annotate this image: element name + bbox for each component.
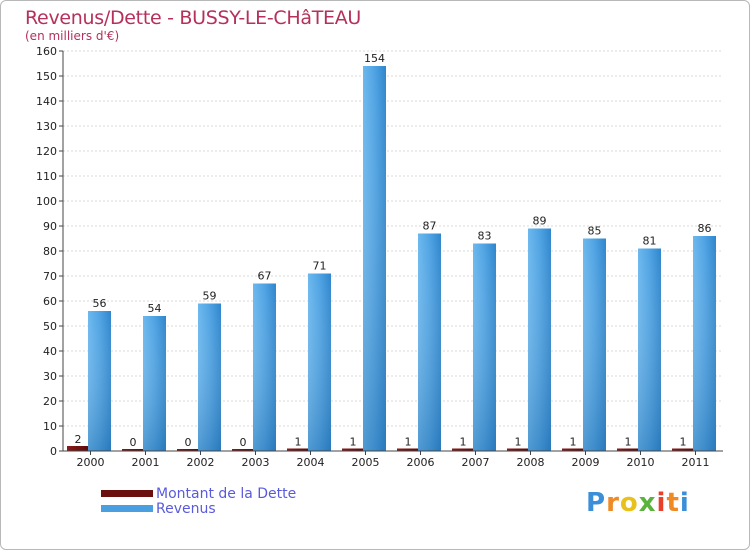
y-tick-label: 20	[43, 395, 57, 408]
x-tick-label-2009: 2009	[572, 456, 600, 469]
logo-letter: i	[679, 488, 690, 518]
y-tick-label: 10	[43, 420, 57, 433]
bar-revenus-shade-2006	[418, 233, 441, 451]
legend-label-revenus: Revenus	[156, 501, 216, 517]
y-tick-label: 120	[36, 145, 57, 158]
y-tick-label: 0	[50, 445, 57, 458]
value-label-revenus-2004: 71	[313, 260, 327, 273]
value-label-revenus-2010: 81	[643, 235, 657, 248]
bar-dette-2004	[287, 448, 309, 451]
value-label-revenus-2001: 54	[148, 302, 162, 315]
bar-dette-2001	[122, 449, 144, 451]
bar-revenus-shade-2001	[143, 316, 166, 451]
chart-title: Revenus/Dette - BUSSY-LE-CHâTEAU	[25, 7, 362, 29]
x-tick-label-2001: 2001	[132, 456, 160, 469]
value-label-dette-2009: 1	[570, 436, 577, 449]
value-label-dette-2005: 1	[350, 436, 357, 449]
x-tick-label-2010: 2010	[627, 456, 655, 469]
legend-swatch-dette	[101, 490, 153, 497]
bar-revenus-shade-2011	[693, 236, 716, 451]
value-label-revenus-2006: 87	[423, 220, 437, 233]
bar-revenus-shade-2008	[528, 228, 551, 451]
chart-subtitle: (en milliers d'€)	[25, 29, 120, 43]
bar-revenus-shade-2003	[253, 283, 276, 451]
y-tick-label: 30	[43, 370, 57, 383]
y-tick-label: 40	[43, 345, 57, 358]
bar-dette-2002	[177, 449, 199, 451]
y-tick-label: 130	[36, 120, 57, 133]
y-tick-label: 50	[43, 320, 57, 333]
value-label-revenus-2008: 89	[533, 215, 547, 228]
y-tick-label: 100	[36, 195, 57, 208]
x-tick-label-2002: 2002	[187, 456, 215, 469]
value-label-revenus-2009: 85	[588, 225, 602, 238]
bar-dette-2008	[507, 448, 529, 451]
x-tick-label-2008: 2008	[517, 456, 545, 469]
bar-dette-2010	[617, 448, 639, 451]
bar-dette-2005	[342, 448, 364, 451]
value-label-dette-2001: 0	[130, 436, 137, 449]
y-tick-label: 90	[43, 220, 57, 233]
y-tick-label: 80	[43, 245, 57, 258]
x-tick-label-2000: 2000	[77, 456, 105, 469]
value-label-dette-2004: 1	[295, 436, 302, 449]
y-tick-label: 110	[36, 170, 57, 183]
logo-letter: P	[586, 488, 607, 518]
bar-revenus-shade-2002	[198, 303, 221, 451]
legend-swatch-revenus	[101, 505, 153, 512]
value-label-revenus-2007: 83	[478, 230, 492, 243]
bar-revenus-shade-2009	[583, 238, 606, 451]
y-tick-label: 160	[36, 45, 57, 58]
value-label-dette-2008: 1	[515, 436, 522, 449]
value-label-revenus-2005: 154	[364, 52, 385, 65]
value-label-dette-2010: 1	[625, 436, 632, 449]
y-tick-label: 70	[43, 270, 57, 283]
logo-letter: x	[638, 488, 657, 518]
value-label-dette-2000: 2	[75, 433, 82, 446]
logo-letter: o	[619, 488, 639, 518]
bar-revenus-shade-2004	[308, 273, 331, 451]
legend-label-dette: Montant de la Dette	[156, 486, 297, 502]
value-label-dette-2002: 0	[185, 436, 192, 449]
value-label-dette-2003: 0	[240, 436, 247, 449]
value-label-dette-2006: 1	[405, 436, 412, 449]
value-label-revenus-2002: 59	[203, 290, 217, 303]
x-tick-label-2005: 2005	[352, 456, 380, 469]
x-tick-label-2006: 2006	[407, 456, 435, 469]
bar-dette-2006	[397, 448, 419, 451]
x-tick-label-2003: 2003	[242, 456, 270, 469]
logo-letter: i	[656, 488, 667, 518]
value-label-revenus-2000: 56	[93, 297, 107, 310]
value-label-revenus-2011: 86	[698, 222, 712, 235]
value-label-dette-2011: 1	[680, 436, 687, 449]
bar-dette-2007	[452, 448, 474, 451]
bar-revenus-shade-2010	[638, 248, 661, 451]
bar-revenus-shade-2007	[473, 243, 496, 451]
y-tick-label: 150	[36, 70, 57, 83]
y-tick-label: 60	[43, 295, 57, 308]
bar-dette-2011	[672, 448, 694, 451]
x-tick-label-2011: 2011	[682, 456, 710, 469]
value-label-dette-2007: 1	[460, 436, 467, 449]
logo-letter: r	[606, 488, 620, 518]
bar-revenus-shade-2000	[88, 311, 111, 451]
logo-letter: t	[666, 488, 680, 518]
bar-dette-2009	[562, 448, 584, 451]
y-tick-label: 140	[36, 95, 57, 108]
value-label-revenus-2003: 67	[258, 270, 272, 283]
bar-dette-2003	[232, 449, 254, 451]
x-tick-label-2004: 2004	[297, 456, 325, 469]
proxiti-logo: Proxiti	[586, 488, 690, 518]
bar-revenus-shade-2005	[363, 66, 386, 451]
x-tick-label-2007: 2007	[462, 456, 490, 469]
bar-dette-2000	[67, 446, 89, 451]
